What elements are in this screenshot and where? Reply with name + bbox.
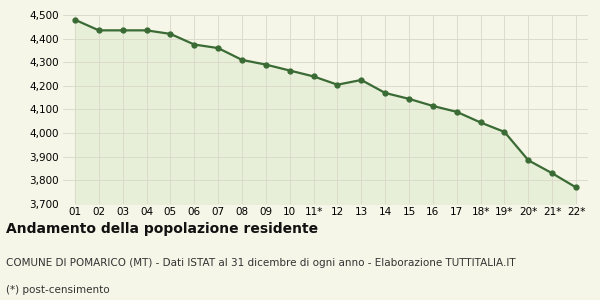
Text: Andamento della popolazione residente: Andamento della popolazione residente <box>6 222 318 236</box>
Text: COMUNE DI POMARICO (MT) - Dati ISTAT al 31 dicembre di ogni anno - Elaborazione : COMUNE DI POMARICO (MT) - Dati ISTAT al … <box>6 258 515 268</box>
Text: (*) post-censimento: (*) post-censimento <box>6 285 110 295</box>
